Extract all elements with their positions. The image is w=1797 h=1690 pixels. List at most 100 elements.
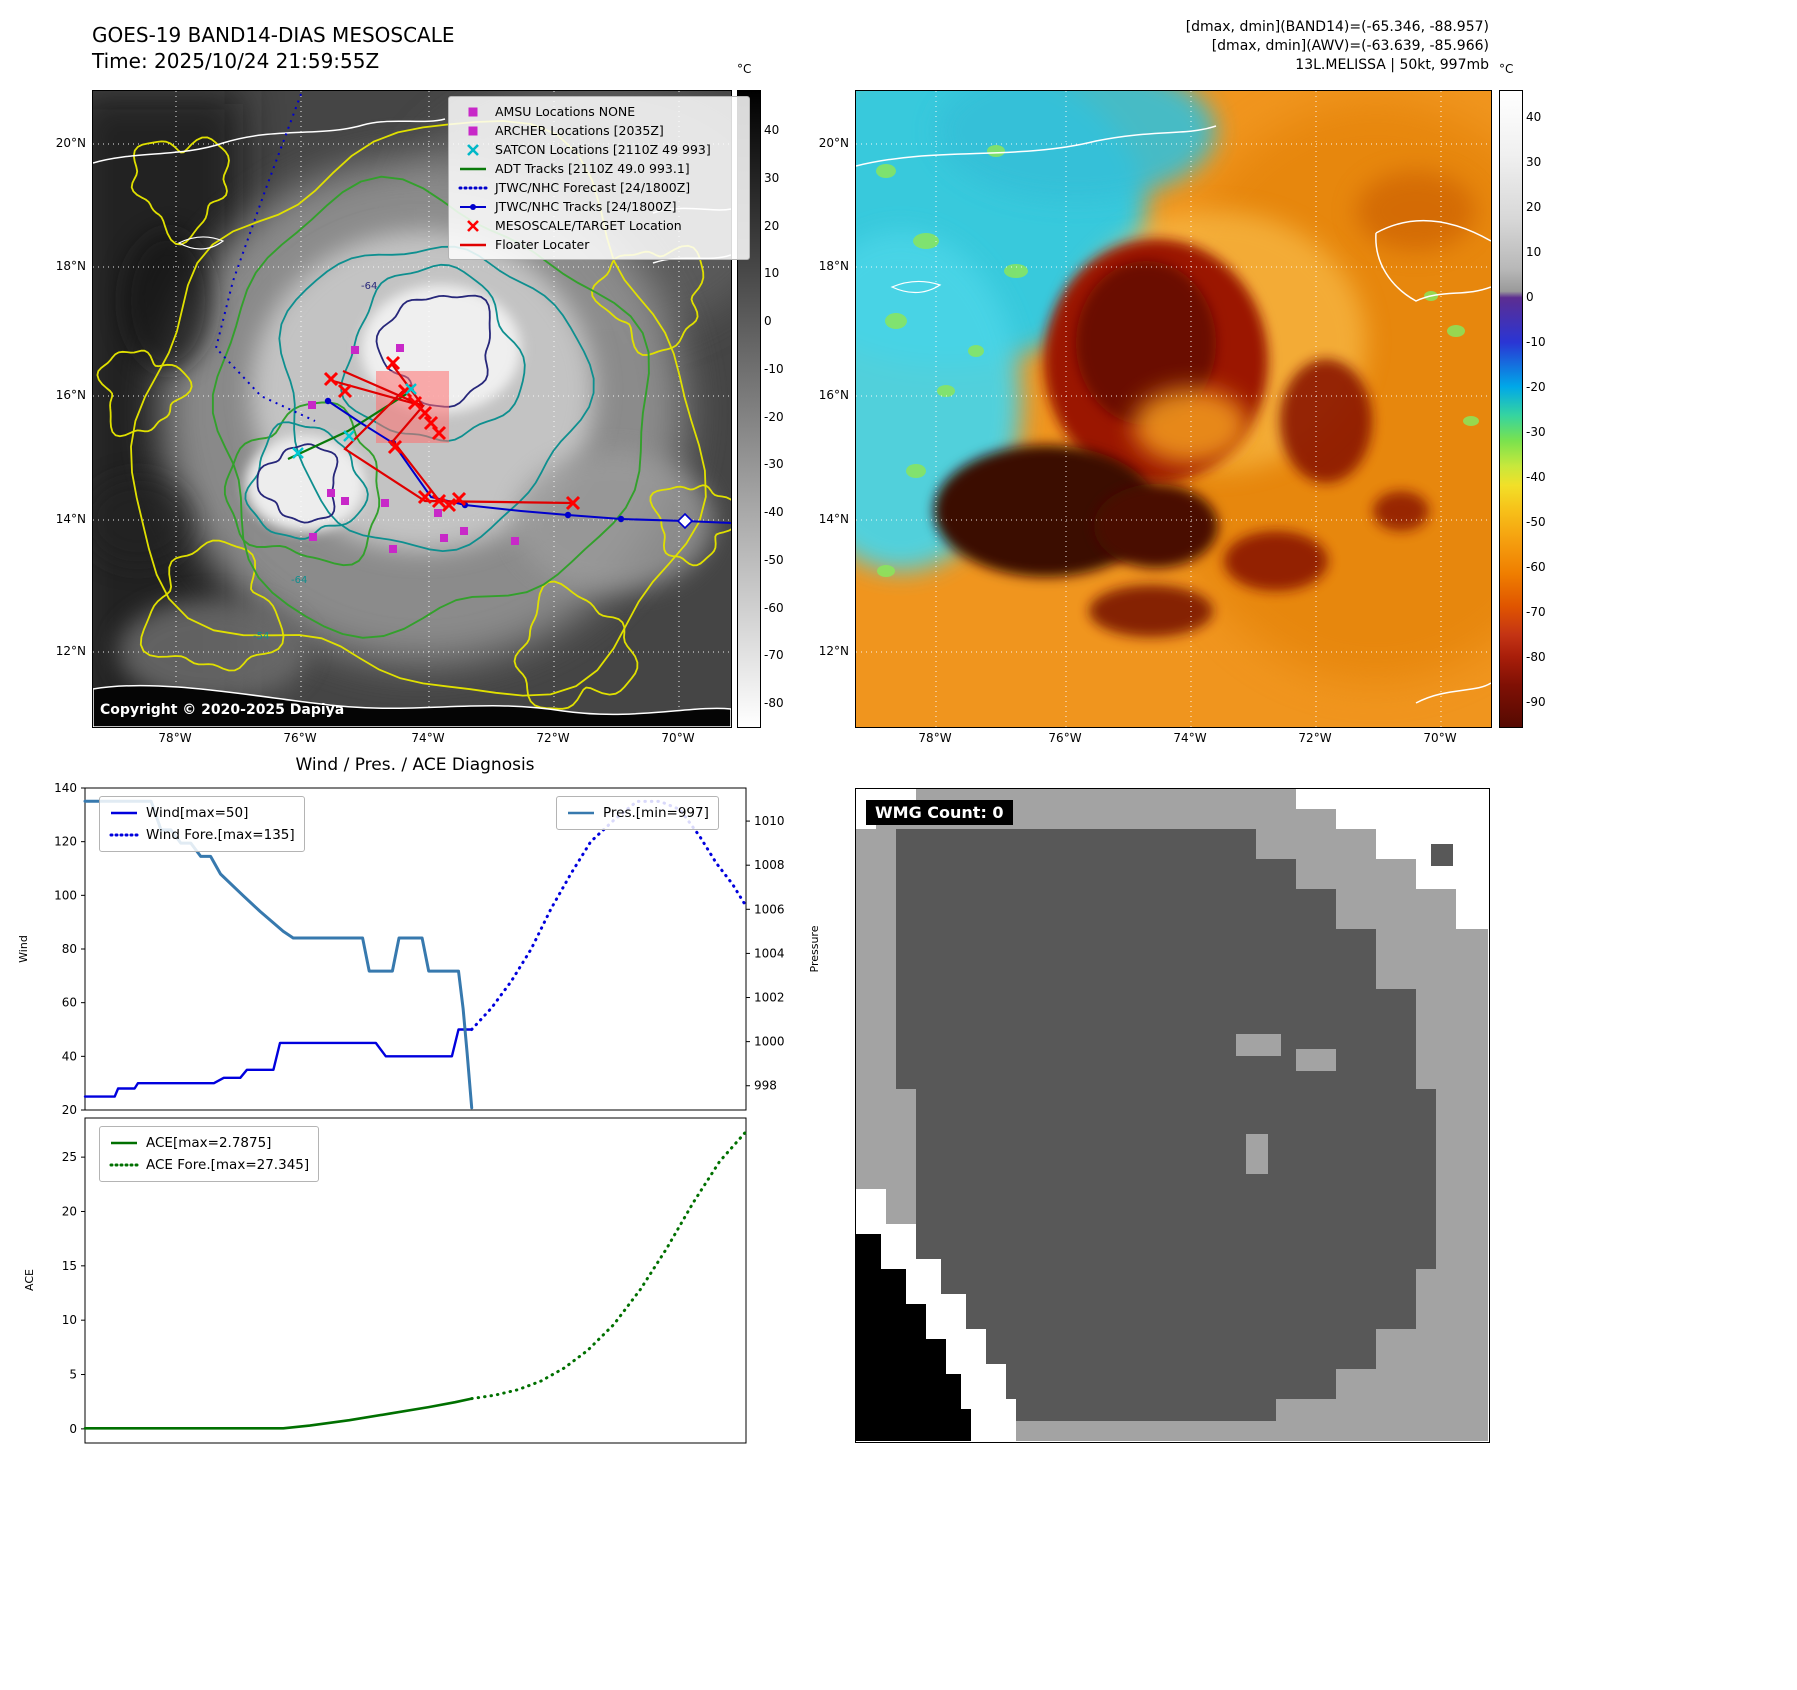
map-gridlines [856, 91, 1491, 727]
legend-item: ARCHER Locations [2035Z] [458, 121, 740, 140]
microwave-fix-marker [440, 534, 448, 542]
contour-line [96, 349, 193, 438]
wmg-mask-image [856, 789, 1488, 1441]
target-x-marker [417, 489, 433, 505]
y-tick-label: 25 [62, 1150, 77, 1164]
band14-map-legend: AMSU Locations NONE ARCHER Locations [203… [448, 96, 750, 260]
y-tick-label: 80 [62, 942, 77, 956]
floater-locater-lines [332, 362, 574, 505]
band14-lon-tick: 72°W [536, 731, 570, 745]
contour-line [278, 245, 595, 552]
band14-satellite-image: -64 -64 -54 [93, 91, 731, 727]
contour-line [139, 539, 285, 672]
microwave-fix-marker [351, 346, 359, 354]
y-tick-label: 10 [62, 1313, 77, 1327]
pressure-legend: Pres.[min=997] [556, 796, 719, 830]
satcon-markers [292, 383, 417, 459]
microwave-fix-marker [460, 527, 468, 535]
jtwc-track-line [324, 397, 731, 530]
awv-lat-tick: 12°N [818, 644, 849, 658]
solid-legend-sample-icon [460, 243, 486, 246]
awv-colorbar-tick: -70 [1526, 605, 1546, 619]
awv-satellite-image [856, 91, 1491, 727]
amsu-archer-markers [308, 344, 519, 553]
solid-legend-sample-icon [568, 811, 594, 815]
legend-item: Floater Locater [458, 235, 740, 254]
band14-colorbar-tick: -60 [764, 600, 784, 615]
wmg-dark-patch [1431, 844, 1453, 866]
awv-colorbar-tick: -30 [1526, 425, 1546, 439]
ace-legend: ACE[max=2.7875] ACE Fore.[max=27.345] [99, 1126, 320, 1182]
target-x-marker [417, 405, 433, 421]
band14-lat-tick: 18°N [55, 259, 86, 273]
legend-item-label: SATCON Locations [2110Z 49 993] [495, 142, 711, 157]
legend-item: Wind[max=50] [109, 802, 295, 824]
band14-lat-tick: 14°N [55, 512, 86, 526]
band14-map: -64 -64 -54 [92, 90, 732, 728]
target-x-marker [385, 355, 401, 371]
storm-id-intensity: 13L.MELISSA | 50kt, 997mb [1295, 57, 1489, 73]
target-x-marker [431, 493, 447, 509]
band14-lon-tick: 76°W [283, 731, 317, 745]
y-tick-label: 100 [54, 888, 77, 902]
band14-colorbar-tick: 20 [764, 218, 780, 233]
y-axis-label: ACE [23, 1269, 36, 1291]
jtwc-forecast-dotted-line [214, 93, 316, 422]
band14-colorbar-tick: -50 [764, 552, 784, 567]
y2-axis-label: Pressure [808, 925, 821, 972]
legend-item: MESOSCALE/TARGET Location [458, 216, 740, 235]
band14-lat-tick: 20°N [55, 136, 86, 150]
series-solid [83, 1028, 473, 1098]
y2-tick-label: 998 [754, 1079, 777, 1093]
legend-item-label: Wind[max=50] [146, 805, 249, 821]
legend-item: JTWC/NHC Tracks [24/1800Z] [458, 197, 740, 216]
legend-item: ACE[max=2.7875] [109, 1132, 309, 1154]
legend-item: ADT Tracks [2110Z 49.0 993.1] [458, 159, 740, 178]
square-legend-sample-icon [468, 107, 478, 116]
microwave-fix-marker [309, 533, 317, 541]
awv-lon-tick: 74°W [1173, 731, 1207, 745]
wmg-white-stripe [856, 1189, 1016, 1441]
awv-colorbar-tick: -90 [1526, 695, 1546, 709]
microwave-fix-marker [511, 537, 519, 545]
wmg-light-patches [1236, 1034, 1336, 1174]
awv-colorbar-tick: 10 [1526, 245, 1542, 259]
microwave-fix-marker [341, 497, 349, 505]
satcon-x-marker [405, 383, 417, 395]
legend-item-label: JTWC/NHC Tracks [24/1800Z] [495, 199, 677, 214]
wind-legend: Wind[max=50] Wind Fore.[max=135] [99, 796, 305, 852]
dmax-dmin-band14: [dmax, dmin](BAND14)=(-65.346, -88.957) [1185, 19, 1489, 35]
awv-lon-tick: 72°W [1298, 731, 1332, 745]
y2-tick-label: 1008 [754, 858, 785, 872]
legend-item-label: MESOSCALE/TARGET Location [495, 218, 682, 233]
diagnosis-title: Wind / Pres. / ACE Diagnosis [295, 755, 534, 775]
x-legend-sample-icon [467, 219, 479, 232]
wmg-black-corner [856, 1234, 971, 1441]
awv-colorbar-tick: 0 [1526, 290, 1534, 304]
wmg-count-badge: WMG Count: 0 [866, 800, 1013, 825]
legend-item-label: Pres.[min=997] [603, 805, 709, 821]
awv-lon-tick: 70°W [1423, 731, 1457, 745]
contour-line [513, 580, 639, 710]
wmg-darkgray-region [896, 829, 1436, 1421]
band14-colorbar-tick: -30 [764, 457, 784, 472]
y-tick-label: 60 [62, 996, 77, 1010]
legend-item: SATCON Locations [2110Z 49 993] [458, 140, 740, 159]
solid-legend-sample-icon [111, 811, 137, 815]
awv-colorbar-tick: -60 [1526, 560, 1546, 574]
band14-colorbar-tick: -80 [764, 696, 784, 710]
awv-colorbar-tick: 30 [1526, 155, 1542, 169]
target-x-marker [565, 495, 581, 511]
contour-label: -64 [291, 575, 307, 586]
microwave-fix-marker [434, 509, 442, 517]
band14-title: GOES-19 BAND14-DIAS MESOSCALE [92, 23, 455, 47]
dmax-dmin-awv: [dmax, dmin](AWV)=(-63.639, -85.966) [1211, 38, 1489, 54]
y-tick-label: 0 [69, 1422, 77, 1436]
solid-legend-sample-icon [111, 1141, 137, 1145]
awv-colorbar-tick: -80 [1526, 650, 1546, 664]
y-tick-label: 5 [69, 1368, 77, 1382]
y-tick-label: 20 [62, 1103, 77, 1117]
solid-legend-sample-icon [460, 167, 486, 170]
band14-lon-tick: 74°W [411, 731, 445, 745]
square-legend-sample-icon [468, 126, 478, 135]
